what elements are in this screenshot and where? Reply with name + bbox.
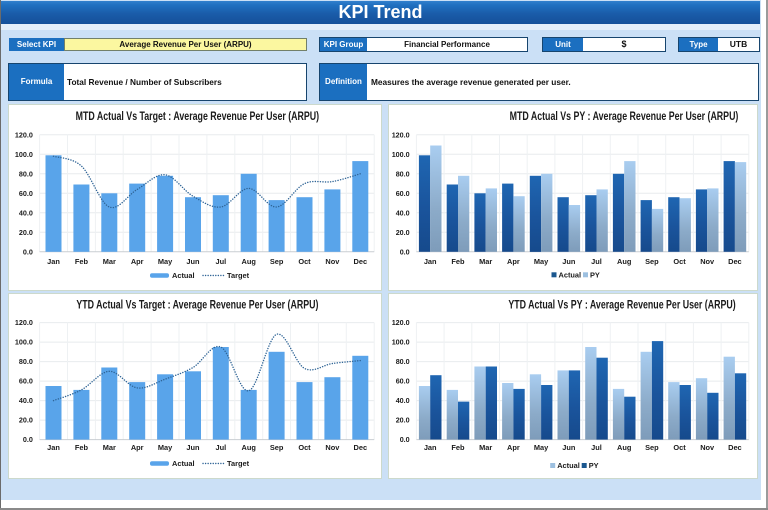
svg-text:Dec: Dec: [728, 443, 742, 452]
svg-text:Mar: Mar: [103, 443, 116, 452]
svg-text:Apr: Apr: [131, 443, 144, 452]
svg-text:May: May: [534, 257, 549, 266]
svg-text:Jan: Jan: [424, 443, 437, 452]
svg-text:Sep: Sep: [645, 257, 659, 266]
svg-text:120.0: 120.0: [392, 318, 410, 327]
svg-text:60.0: 60.0: [396, 377, 410, 386]
svg-text:Feb: Feb: [75, 443, 89, 452]
svg-text:Sep: Sep: [270, 257, 284, 266]
svg-text:Feb: Feb: [451, 257, 465, 266]
svg-text:0.0: 0.0: [23, 247, 33, 256]
svg-text:YTD Actual Vs Target : Average: YTD Actual Vs Target : Average Revenue P…: [76, 298, 318, 312]
svg-text:May: May: [158, 257, 173, 266]
svg-text:Oct: Oct: [673, 257, 686, 266]
svg-text:Apr: Apr: [131, 257, 144, 266]
svg-text:Jun: Jun: [186, 257, 200, 266]
svg-text:20.0: 20.0: [396, 228, 410, 237]
svg-text:0.0: 0.0: [400, 435, 410, 444]
svg-text:120.0: 120.0: [392, 130, 410, 139]
svg-text:Target: Target: [227, 271, 250, 280]
svg-text:Jun: Jun: [562, 443, 576, 452]
svg-text:120.0: 120.0: [15, 130, 33, 139]
svg-text:80.0: 80.0: [19, 357, 33, 366]
svg-text:Oct: Oct: [298, 443, 311, 452]
svg-text:100.0: 100.0: [392, 338, 410, 347]
svg-text:0.0: 0.0: [400, 247, 410, 256]
svg-text:Nov: Nov: [325, 443, 340, 452]
svg-text:40.0: 40.0: [396, 208, 410, 217]
svg-text:Actual: Actual: [172, 271, 195, 280]
svg-text:Dec: Dec: [728, 257, 742, 266]
svg-text:80.0: 80.0: [19, 169, 33, 178]
svg-text:Jun: Jun: [186, 443, 200, 452]
svg-text:Mar: Mar: [479, 257, 492, 266]
svg-text:Jul: Jul: [215, 257, 226, 266]
svg-text:60.0: 60.0: [19, 377, 33, 386]
svg-text:May: May: [158, 443, 173, 452]
svg-text:Aug: Aug: [242, 257, 257, 266]
svg-text:MTD Actual Vs PY : Average Rev: MTD Actual Vs PY : Average Revenue Per U…: [510, 110, 739, 124]
svg-text:Actual: Actual: [559, 271, 582, 280]
svg-text:Mar: Mar: [479, 443, 492, 452]
svg-text:Apr: Apr: [507, 257, 520, 266]
svg-text:80.0: 80.0: [396, 357, 410, 366]
svg-text:Feb: Feb: [451, 443, 465, 452]
svg-text:100.0: 100.0: [392, 150, 410, 159]
svg-text:MTD Actual Vs Target : Average: MTD Actual Vs Target : Average Revenue P…: [76, 110, 319, 124]
svg-text:Nov: Nov: [700, 443, 715, 452]
svg-text:20.0: 20.0: [396, 416, 410, 425]
svg-text:Oct: Oct: [673, 443, 686, 452]
svg-text:20.0: 20.0: [19, 416, 33, 425]
svg-text:Nov: Nov: [700, 257, 715, 266]
svg-text:40.0: 40.0: [19, 208, 33, 217]
svg-text:60.0: 60.0: [19, 189, 33, 198]
svg-text:Apr: Apr: [507, 443, 520, 452]
svg-text:Sep: Sep: [645, 443, 659, 452]
svg-text:Jul: Jul: [215, 443, 226, 452]
svg-text:Jan: Jan: [47, 257, 60, 266]
svg-text:Dec: Dec: [354, 443, 368, 452]
svg-text:60.0: 60.0: [396, 189, 410, 198]
svg-text:Actual: Actual: [557, 461, 580, 470]
svg-text:40.0: 40.0: [396, 396, 410, 405]
svg-text:20.0: 20.0: [19, 228, 33, 237]
svg-text:Jul: Jul: [591, 257, 602, 266]
svg-text:40.0: 40.0: [19, 396, 33, 405]
svg-text:Aug: Aug: [617, 443, 632, 452]
svg-text:120.0: 120.0: [15, 318, 33, 327]
svg-text:Aug: Aug: [617, 257, 632, 266]
svg-text:Jan: Jan: [47, 443, 60, 452]
svg-text:100.0: 100.0: [15, 338, 33, 347]
svg-text:Jun: Jun: [562, 257, 576, 266]
svg-text:Nov: Nov: [325, 257, 340, 266]
svg-text:Aug: Aug: [242, 443, 257, 452]
svg-text:Target: Target: [227, 459, 250, 468]
svg-text:Actual: Actual: [172, 459, 195, 468]
svg-text:PY: PY: [590, 271, 600, 280]
svg-text:Feb: Feb: [75, 257, 89, 266]
svg-text:PY: PY: [589, 461, 599, 470]
svg-text:Sep: Sep: [270, 443, 284, 452]
svg-text:80.0: 80.0: [396, 169, 410, 178]
svg-text:Dec: Dec: [354, 257, 368, 266]
svg-text:Jul: Jul: [591, 443, 602, 452]
svg-text:Mar: Mar: [103, 257, 116, 266]
svg-text:YTD Actual Vs PY : Average Rev: YTD Actual Vs PY : Average Revenue Per U…: [508, 298, 735, 312]
svg-text:100.0: 100.0: [15, 150, 33, 159]
svg-text:Oct: Oct: [298, 257, 311, 266]
svg-text:Jan: Jan: [424, 257, 437, 266]
svg-text:May: May: [534, 443, 549, 452]
svg-text:0.0: 0.0: [23, 435, 33, 444]
